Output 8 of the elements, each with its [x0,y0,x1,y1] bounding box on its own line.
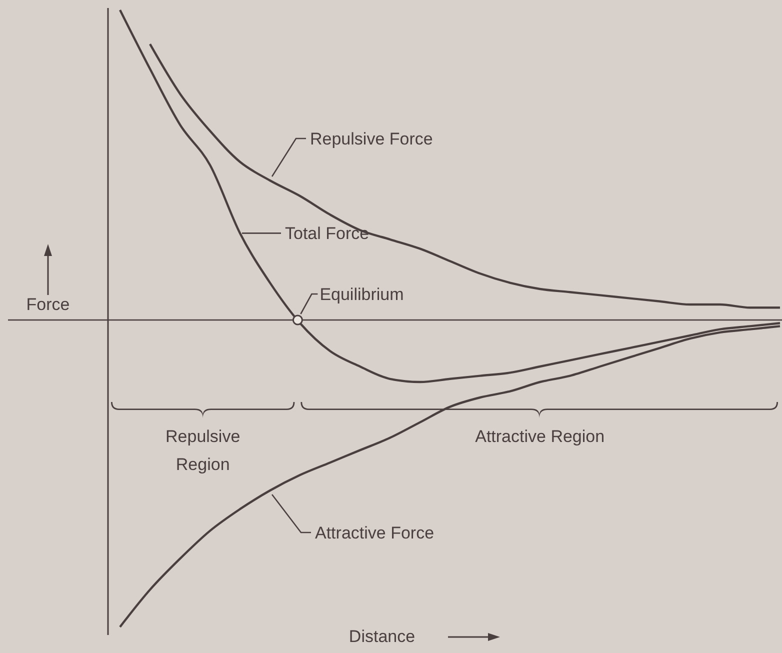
legend-label: Total Force [285,224,370,244]
y-axis-title: Force [26,295,70,314]
annotation: Attractive Region [475,427,605,446]
x-axis-title: Distance [348,627,416,646]
annotation: Repulsive Region [166,427,240,474]
text: Repulsive Force [310,129,433,148]
text: Attractive Force [315,523,434,542]
annotation: Equilibrium [320,284,404,304]
